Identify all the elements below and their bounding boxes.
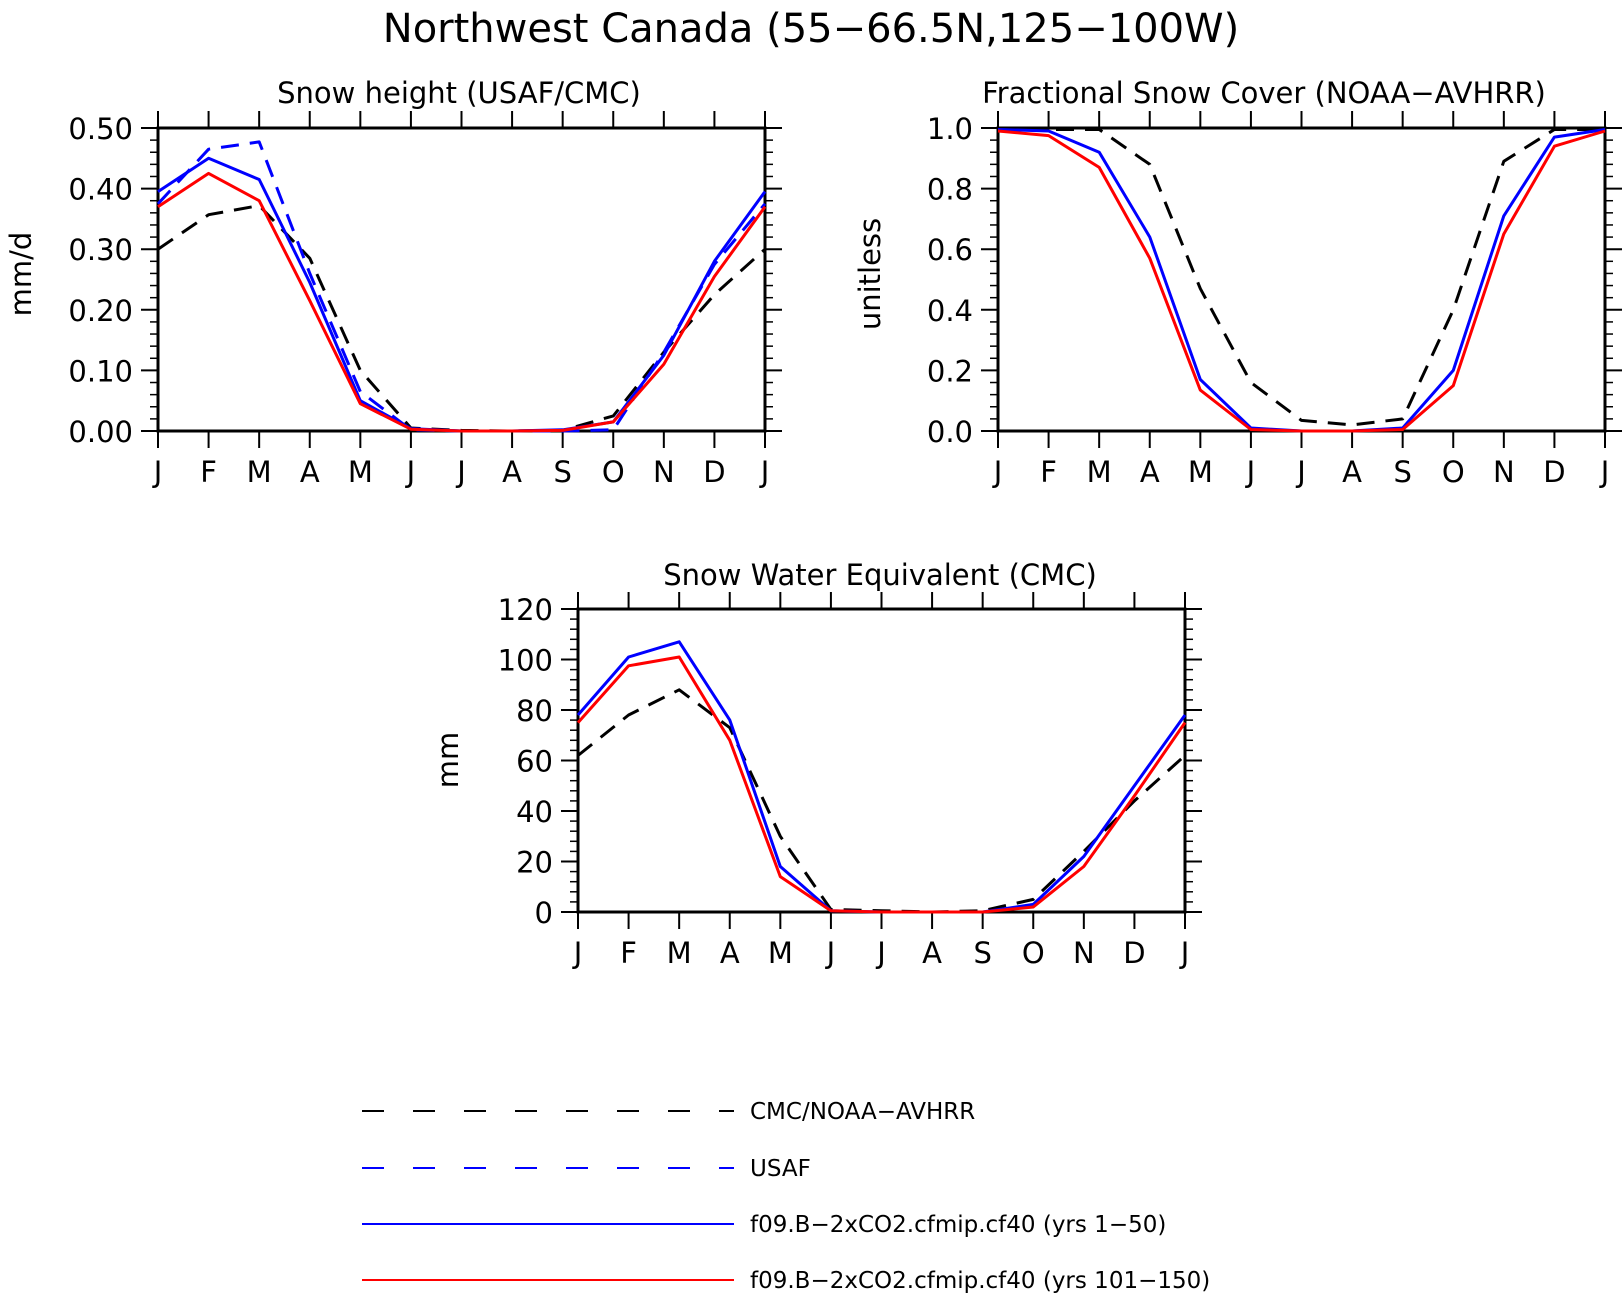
legend-label: USAF [750,1156,811,1182]
x-tick-label: A [1140,455,1160,489]
series-line-run2 [997,129,1606,433]
x-tick-label: M [1087,455,1112,489]
series-line-obs [157,204,767,433]
series-line-run1 [576,640,1187,914]
x-tick-label: J [1245,455,1256,489]
x-tick-label: A [300,455,320,489]
series-line-obs [577,688,1187,914]
x-tick-label: A [1342,455,1362,489]
y-tick-label: 0.4 [927,294,973,328]
x-tick-label: J [572,936,583,970]
x-tick-label: F [620,936,637,970]
plot-frame [996,126,1607,433]
x-tick-label: F [200,455,217,489]
y-tick-label: 80 [516,694,553,728]
x-tick-label: O [1022,936,1045,970]
legend-label: f09.B−2xCO2.cfmip.cf40 (yrs 101−150) [750,1268,1210,1294]
x-tick-label: J [992,455,1003,489]
y-tick-label: 0 [535,896,553,930]
x-tick-label: J [1599,455,1610,489]
x-tick-label: M [1188,455,1213,489]
legend: CMC/NOAA−AVHRR USAF f09.B−2xCO2.cfmip.cf… [362,1099,1210,1294]
x-tick-label: D [1543,455,1565,489]
x-tick-label: M [667,936,692,970]
panel-title: Snow height (USAF/CMC) [277,76,641,110]
y-axis-label: mm/d [4,232,38,317]
x-tick-label: D [703,455,725,489]
x-tick-label: N [1493,455,1515,489]
x-tick-label: O [602,455,625,489]
y-tick-label: 40 [516,795,553,829]
x-tick-label: J [1295,455,1306,489]
series-line-run2 [157,171,767,433]
y-tick-label: 0.20 [68,294,133,328]
y-tick-label: 20 [516,846,553,880]
series-line-run2 [576,655,1187,914]
y-tick-label: 0.10 [68,354,133,388]
legend-label: CMC/NOAA−AVHRR [750,1099,975,1125]
x-tick-label: J [152,455,163,489]
panel-title: Fractional Snow Cover (NOAA−AVHRR) [982,76,1546,110]
plot-frame [156,126,767,433]
y-tick-label: 120 [498,593,553,627]
y-tick-label: 0.0 [927,415,973,449]
series-line-obs [998,128,1605,427]
plot-frame [576,607,1187,914]
y-tick-label: 0.30 [68,233,133,267]
x-tick-label: J [759,455,770,489]
series-line-run1 [157,156,767,433]
y-tick-label: 0.6 [927,233,973,267]
panel-title: Snow Water Equivalent (CMC) [663,558,1097,592]
x-tick-label: N [653,455,675,489]
x-tick-label: S [973,936,991,970]
figure-title: Northwest Canada (55−66.5N,125−100W) [383,6,1239,52]
y-tick-label: 1.0 [927,112,973,146]
x-tick-label: A [502,455,522,489]
x-tick-label: J [1179,936,1190,970]
x-tick-label: J [875,936,886,970]
x-tick-label: A [922,936,942,970]
legend-label: f09.B−2xCO2.cfmip.cf40 (yrs 1−50) [750,1212,1166,1238]
x-tick-label: S [1393,455,1411,489]
x-tick-label: J [455,455,466,489]
x-tick-label: A [720,936,740,970]
x-tick-label: N [1073,936,1095,970]
fractional-snow-cover-panel: Fractional Snow Cover (NOAA−AVHRR) unitl… [853,76,1622,489]
y-tick-label: 0.40 [68,173,133,207]
y-tick-label: 0.2 [927,354,973,388]
series-line-usaf [156,140,767,433]
x-tick-label: J [825,936,836,970]
x-tick-label: M [247,455,272,489]
y-tick-label: 0.00 [68,415,133,449]
x-tick-label: M [348,455,373,489]
y-tick-label: 0.8 [927,173,973,207]
y-axis-label: mm [431,732,465,789]
series-line-run1 [997,128,1606,433]
y-axis-label: unitless [853,218,887,330]
x-tick-label: J [405,455,416,489]
x-tick-label: M [768,936,793,970]
x-tick-label: O [1442,455,1465,489]
y-tick-label: 100 [498,644,553,678]
y-tick-label: 0.50 [68,112,133,146]
x-tick-label: D [1123,936,1145,970]
y-tick-label: 60 [516,745,553,779]
x-tick-label: S [553,455,571,489]
x-tick-label: F [1040,455,1057,489]
